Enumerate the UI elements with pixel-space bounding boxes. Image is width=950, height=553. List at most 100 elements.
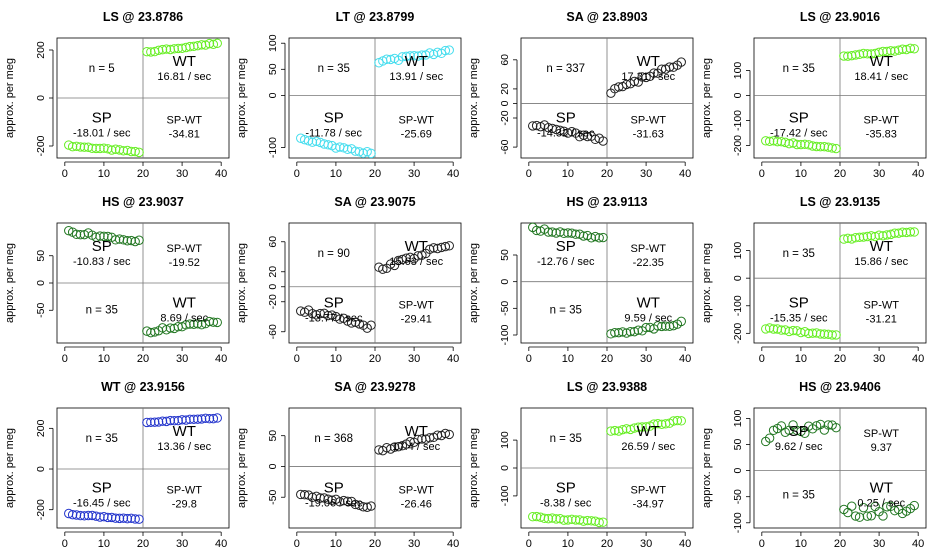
sp-point: [130, 146, 140, 157]
sp-point: [563, 515, 573, 525]
sp-label: SP: [556, 479, 576, 496]
sp-point: [342, 496, 353, 506]
y-tick-label: 0: [267, 92, 279, 98]
spwt-label: SP-WT: [399, 484, 435, 496]
y-tick-label: -60: [267, 324, 279, 339]
sp-point: [366, 148, 376, 159]
wt-point: [165, 415, 176, 426]
wt-label: WT: [173, 53, 196, 70]
chart-svg: LS @ 23.9135 0 10 20 30 40 100 0 -100 -200 approx.…: [701, 195, 927, 365]
sp-point: [107, 145, 117, 155]
spwt-value-label: -25.69: [401, 128, 432, 140]
sp-point: [107, 512, 117, 523]
y-tick-label: -200: [732, 135, 744, 156]
x-tick-label: 20: [834, 353, 846, 365]
wt-point: [181, 415, 191, 425]
wt-rate-label: 17.4 / sec: [392, 441, 440, 453]
sp-point: [574, 132, 585, 142]
wt-point: [142, 46, 152, 57]
chart-title: SA @ 23.8903: [566, 10, 647, 24]
chart-panel: SA @ 23.8903 0 10 20 30 40 60 20 0 -20 -60 approx. …: [464, 0, 699, 183]
x-tick-label: 0: [526, 168, 532, 180]
chart-svg: WT @ 23.9156 0 10 20 30 40 200 0 -200 approx. per…: [4, 380, 230, 550]
wt-point: [405, 51, 415, 61]
y-tick-label: -50: [732, 489, 744, 504]
chart-svg: HS @ 23.9406 0 10 20 30 40 100 50 0 -50 -100 approx…: [701, 380, 927, 550]
wt-point: [901, 44, 912, 55]
sp-point: [110, 513, 121, 523]
chart-panel: LS @ 23.9135 0 10 20 30 40 100 0 -100 -200 approx.…: [697, 185, 932, 368]
x-tick-label: 30: [176, 168, 188, 180]
spwt-label: SP-WT: [864, 428, 900, 440]
x-tick-label: 0: [294, 168, 300, 180]
y-tick-label: -100: [499, 485, 511, 506]
x-tick-label: 20: [834, 538, 846, 550]
y-tick-label: 200: [35, 41, 47, 59]
sp-point: [590, 231, 600, 242]
n-count-label: n = 90: [318, 248, 350, 260]
wt-point: [897, 227, 908, 237]
y-tick-label: -100: [267, 137, 279, 158]
chart-title: LS @ 23.9135: [800, 195, 880, 209]
x-tick-label: 30: [176, 353, 188, 365]
sp-point: [91, 232, 101, 242]
y-tick-label: 60: [499, 54, 511, 66]
sp-point: [134, 514, 144, 524]
spwt-label: SP-WT: [167, 243, 203, 255]
sp-label: SP: [324, 109, 344, 126]
wt-rate-label: 15.63 / sec: [389, 256, 443, 268]
wt-point: [196, 414, 207, 424]
sp-point: [761, 136, 771, 146]
wt-point: [401, 51, 411, 62]
y-tick-label: 50: [267, 430, 279, 442]
sp-rate-label: -17.42 / sec: [770, 127, 828, 139]
chart-svg: LT @ 23.8799 0 10 20 30 40 100 50 0 -100 approx. p…: [236, 10, 462, 180]
wt-point: [878, 46, 888, 57]
wt-point: [153, 417, 164, 427]
sp-rate-label: -15.35 / sec: [770, 312, 828, 324]
x-tick-label: 30: [640, 538, 652, 550]
wt-point: [444, 429, 454, 440]
sp-point: [134, 235, 144, 245]
sp-point: [64, 225, 74, 236]
sp-point: [358, 148, 368, 158]
sp-point: [819, 329, 830, 339]
x-tick-label: 10: [562, 538, 574, 550]
wt-rate-label: 8.69 / sec: [160, 312, 208, 324]
y-tick-label: 0: [267, 284, 279, 290]
x-tick-label: 0: [294, 538, 300, 550]
y-tick-label: 100: [732, 410, 744, 428]
sp-point: [126, 146, 136, 157]
spwt-value-label: -29.41: [401, 313, 432, 325]
sp-point: [586, 233, 597, 243]
wt-point: [397, 52, 408, 62]
sp-point: [804, 328, 814, 339]
y-tick-label: -20: [267, 294, 279, 309]
sp-rate-label: -11.78 / sec: [305, 127, 362, 139]
x-tick-label: 30: [408, 538, 420, 550]
wt-point: [905, 227, 916, 237]
sp-point: [543, 227, 554, 237]
n-count-label: n = 35: [550, 433, 582, 445]
sp-point: [827, 143, 837, 153]
x-tick-label: 20: [601, 538, 613, 550]
y-tick-label: 0: [732, 275, 744, 281]
wt-point: [161, 416, 172, 427]
wt-point: [866, 231, 876, 241]
sp-point: [79, 511, 90, 521]
wt-point: [185, 319, 195, 329]
y-tick-label: 100: [732, 62, 744, 80]
wt-point: [200, 40, 211, 50]
sp-point: [99, 511, 109, 522]
wt-point: [850, 233, 861, 243]
wt-label: WT: [405, 53, 428, 70]
wt-point: [617, 327, 628, 337]
sp-point: [563, 128, 573, 138]
wt-point: [668, 320, 679, 331]
x-tick-label: 20: [369, 168, 381, 180]
n-count-label: n = 5: [89, 63, 115, 75]
wt-point: [874, 47, 884, 57]
wt-point: [676, 57, 686, 67]
sp-point: [578, 130, 589, 140]
y-tick-label: -50: [499, 301, 511, 316]
